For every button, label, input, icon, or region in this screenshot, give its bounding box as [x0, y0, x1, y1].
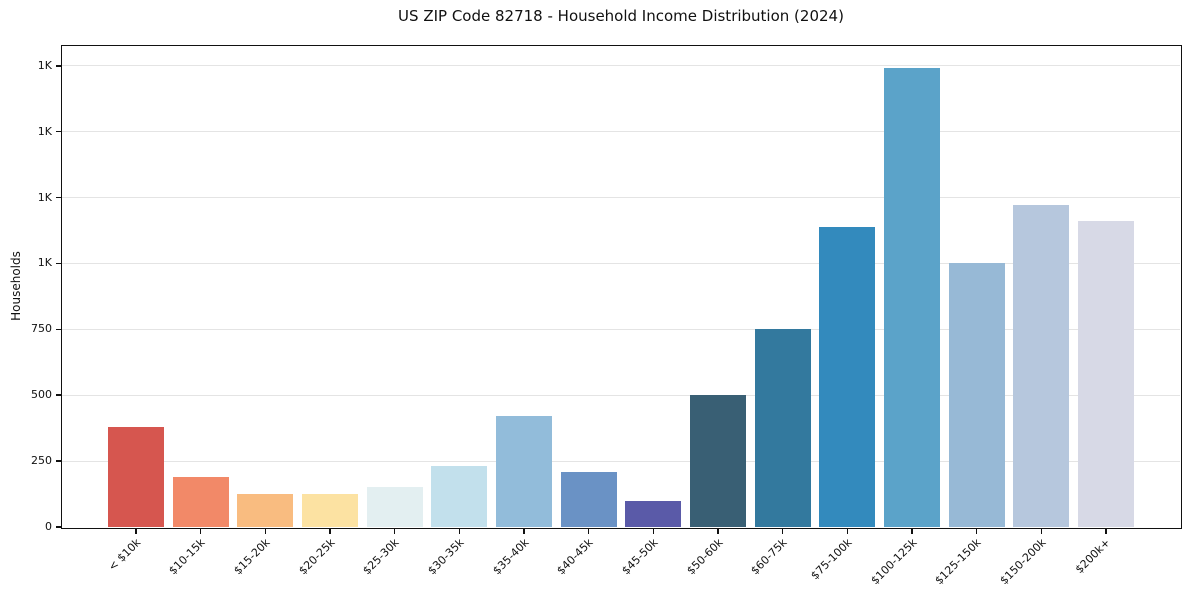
- axes-spines: [60, 44, 1182, 529]
- y-tick-mark: [55, 526, 61, 528]
- x-tick-mark: [329, 528, 331, 534]
- x-tick-label: $50-60k: [683, 536, 726, 578]
- gridline: [62, 394, 1180, 396]
- y-tick-mark: [55, 394, 61, 396]
- y-tick-mark: [55, 328, 61, 331]
- bar-150-200k: [1013, 205, 1070, 527]
- gridline: [62, 131, 1180, 133]
- x-tick-mark: [1105, 528, 1107, 534]
- bar-20-25k: [302, 494, 358, 527]
- x-tick-mark: [652, 528, 655, 534]
- x-tick-mark: [846, 528, 849, 534]
- y-tick-label: 750: [31, 322, 52, 336]
- x-tick-label: $75-100k: [808, 536, 855, 583]
- x-tick-label: $20-25k: [295, 536, 338, 578]
- x-tick-label: $200k+: [1073, 536, 1114, 577]
- x-tick-mark: [199, 528, 202, 534]
- x-tick-mark: [393, 528, 396, 534]
- y-tick-mark: [55, 460, 61, 462]
- x-tick-label: $25-30k: [360, 536, 402, 578]
- y-tick-mark: [55, 262, 61, 265]
- gridline: [62, 460, 1180, 462]
- y-tick-mark: [55, 130, 61, 133]
- y-tick-label: 500: [31, 388, 52, 402]
- x-tick-mark: [1040, 528, 1043, 534]
- y-tick-label: 0: [45, 520, 52, 533]
- bar-30-35k: [431, 466, 488, 527]
- x-tick-label: $100-125k: [868, 536, 920, 588]
- bar-10k: [108, 426, 164, 527]
- x-tick-label: $60-75k: [748, 536, 790, 578]
- gridline: [62, 197, 1180, 199]
- chart-title: US ZIP Code 82718 - Household Income Dis…: [398, 7, 844, 25]
- x-tick-label: $150-200k: [997, 536, 1049, 588]
- bar-125-150k: [948, 263, 1005, 527]
- x-tick-label: $45-50k: [619, 536, 661, 578]
- plot-area: [62, 46, 1180, 527]
- x-tick-label: $10-15k: [166, 536, 208, 578]
- bar-40-45k: [560, 471, 617, 527]
- y-tick-label: 250: [31, 454, 52, 468]
- gridline: [62, 328, 1180, 330]
- x-tick-mark: [264, 528, 267, 534]
- x-tick-mark: [458, 528, 461, 534]
- bar-60-75k: [754, 329, 811, 527]
- y-tick-label: 1K: [37, 190, 52, 204]
- bar-15-20k: [237, 494, 294, 527]
- x-tick-mark: [135, 528, 137, 534]
- x-tick-label: $15-20k: [231, 536, 273, 578]
- x-tick-label: $125-150k: [932, 536, 984, 588]
- y-tick-mark: [55, 196, 61, 199]
- bar-10-15k: [172, 476, 229, 527]
- x-tick-label: $35-40k: [489, 536, 532, 578]
- x-tick-mark: [975, 528, 978, 534]
- x-tick-mark: [911, 528, 913, 534]
- bar-50-60k: [690, 395, 746, 527]
- y-tick-label: 1K: [37, 256, 52, 270]
- x-tick-mark: [717, 528, 719, 534]
- x-tick-mark: [523, 528, 525, 534]
- bar-75-100k: [819, 226, 876, 527]
- x-tick-label: $30-35k: [425, 536, 467, 578]
- x-tick-mark: [781, 528, 784, 534]
- bar-45-50k: [625, 500, 682, 527]
- bar-100-125k: [884, 68, 940, 527]
- x-tick-label: $40-45k: [554, 536, 596, 578]
- gridline: [62, 65, 1180, 67]
- y-tick-label: 1K: [37, 58, 52, 72]
- x-tick-mark: [587, 528, 590, 534]
- bar-35-40k: [496, 416, 552, 527]
- x-tick-label: < $10k: [105, 536, 144, 574]
- bar-25-30k: [366, 487, 423, 527]
- gridline: [62, 262, 1180, 264]
- y-tick-mark: [55, 65, 61, 67]
- bar-200k: [1078, 221, 1134, 527]
- y-tick-label: 1K: [37, 124, 52, 138]
